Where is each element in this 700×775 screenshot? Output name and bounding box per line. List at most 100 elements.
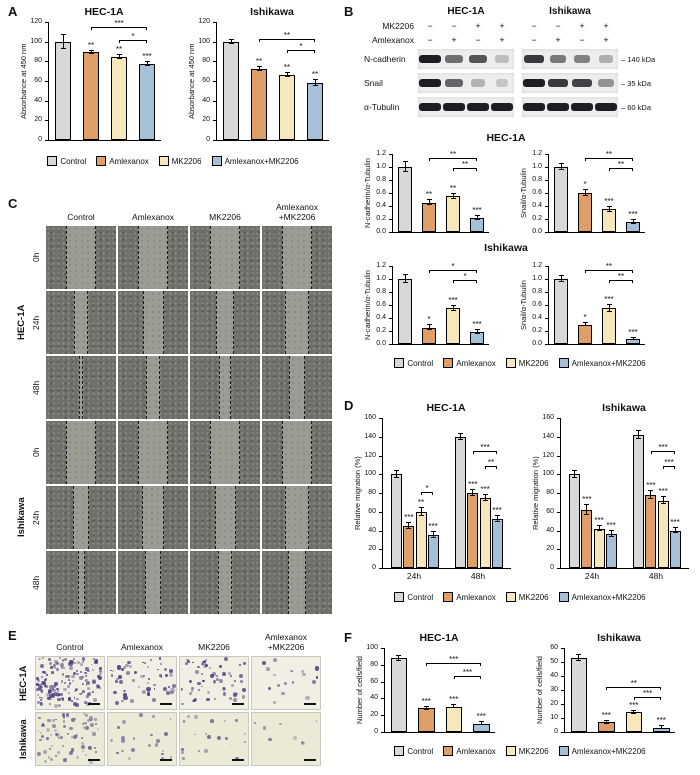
significance-bracket — [453, 676, 482, 680]
legend-swatch — [443, 746, 454, 756]
y-tick-mark — [45, 140, 48, 141]
y-tick-mark — [389, 180, 392, 181]
error-bar-cap — [631, 710, 637, 711]
wound-image — [262, 551, 332, 614]
legend-swatch — [558, 592, 569, 602]
transwell-grid: Control Amlexanox MK2206 Amlexanox +MK2206 H… — [18, 630, 321, 766]
wound-gap — [210, 226, 240, 289]
protein-label: N-cadherin — [364, 54, 406, 64]
y-tick-mark — [389, 292, 392, 293]
molecular-weight-label: – 35 kDa — [621, 78, 652, 88]
error-bar-cap — [582, 188, 588, 190]
legend-label: MK2206 — [171, 156, 202, 166]
plot-area: *********** — [48, 19, 161, 141]
significance-label: ** — [311, 70, 319, 80]
y-tick-mark — [561, 676, 564, 677]
blot-image — [418, 97, 514, 117]
wound-image — [46, 551, 116, 614]
protein-band — [572, 79, 592, 87]
y-tick-label: 0 — [206, 136, 210, 143]
protein-band — [467, 103, 489, 111]
legend-label: MK2206 — [518, 592, 549, 602]
protein-band — [549, 55, 567, 63]
y-tick-mark — [545, 206, 548, 207]
significance-label: *** — [594, 515, 604, 525]
error-bar — [432, 532, 434, 538]
error-bar — [452, 305, 454, 311]
transwell-image — [107, 712, 177, 766]
y-tick-label: 1.0 — [532, 275, 542, 282]
wound-gap — [287, 551, 307, 614]
chart-cells-ishikawa: Ishikawa Number of cells/field *** *** *** **… — [534, 632, 680, 738]
column-header: Amlexanox — [120, 641, 164, 652]
legend-label: Amlexanox+MK2206 — [571, 746, 646, 756]
y-tick-label: 0 — [38, 136, 42, 143]
y-tick-label: 40 — [370, 694, 378, 702]
error-bar-cap — [450, 192, 456, 194]
legend-item: Amlexanox+MK2206 — [558, 746, 646, 756]
significance-label: *** — [404, 513, 414, 522]
legend-swatch — [394, 592, 405, 602]
error-bar-cap — [450, 304, 456, 306]
molecular-weight-label: – 140 kDa — [621, 54, 656, 64]
error-bar-cap — [474, 218, 480, 220]
y-tick-mark — [213, 81, 216, 82]
y-tick-mark — [561, 732, 564, 733]
y-tick-label: 50 — [550, 658, 558, 665]
wound-image — [190, 356, 260, 419]
error-bar-cap — [630, 219, 636, 221]
y-tick-label: 60 — [546, 507, 554, 515]
bar — [306, 82, 324, 140]
wound-gap — [215, 291, 235, 354]
y-tick-mark — [45, 81, 48, 82]
y-tick-label: 0.0 — [376, 340, 386, 347]
significance-bracket — [663, 465, 676, 469]
error-bar — [420, 508, 422, 516]
panel-a-charts: HEC-1A Absorbance at 450 nm ** ** *** *** * 0 20… — [18, 6, 334, 146]
wound-gap — [282, 421, 312, 484]
panel-d-migration: D HEC-1A Relative migration (%) *** ** *** **… — [344, 398, 696, 624]
error-bar-cap — [478, 724, 484, 726]
legend-item: Amlexanox — [443, 746, 496, 756]
error-bar-cap — [228, 38, 234, 40]
y-tick-label: 0.4 — [376, 202, 386, 209]
wound-image — [262, 226, 332, 289]
significance-label: *** — [664, 457, 674, 467]
error-bar-cap — [312, 84, 318, 86]
y-tick-label: 0.2 — [376, 327, 386, 334]
error-bar — [428, 325, 430, 331]
bar — [491, 519, 503, 568]
bar — [570, 657, 587, 732]
error-bar-cap — [658, 728, 664, 730]
panel-e-transwell: E Control Amlexanox MK2206 Amlexanox +MK220… — [6, 628, 340, 774]
bar — [415, 511, 427, 568]
significance-label: *** — [142, 52, 152, 62]
y-tick-mark — [557, 474, 560, 476]
wound-image — [46, 421, 116, 484]
error-bar-cap — [596, 524, 602, 526]
panel-b-charts-hec1a: N-cadherin/α-Tubulin ** ** *** ** ** 0.0 0.2 0.4… — [362, 144, 650, 238]
time-label: 0h — [31, 447, 41, 458]
error-bar-cap — [426, 324, 432, 326]
significance-bracket — [119, 39, 147, 43]
y-tick-label: 120 — [364, 451, 376, 459]
error-bar — [453, 705, 455, 709]
wound-gap — [141, 486, 165, 549]
treatment-sign: − — [531, 21, 537, 31]
significance-label: *** — [476, 711, 486, 721]
blot-image — [418, 73, 514, 93]
bar — [138, 64, 156, 140]
y-tick-label: 0.4 — [532, 202, 542, 209]
error-bar — [408, 523, 410, 529]
significance-bracket — [426, 663, 482, 667]
significance-label: * — [463, 271, 467, 281]
error-bar-cap — [606, 205, 612, 207]
bar — [82, 52, 100, 140]
error-bar — [398, 655, 400, 661]
chart-snail-hec1a: Snail/α-Tubulin * *** *** ** ** 0.0 0.2 0.4 0.6 0.… — [518, 144, 650, 238]
wound-image — [262, 356, 332, 419]
error-bar-cap — [418, 514, 424, 516]
y-tick-label: 1.2 — [532, 150, 542, 157]
y-tick-mark — [45, 22, 48, 23]
bar — [397, 167, 413, 232]
